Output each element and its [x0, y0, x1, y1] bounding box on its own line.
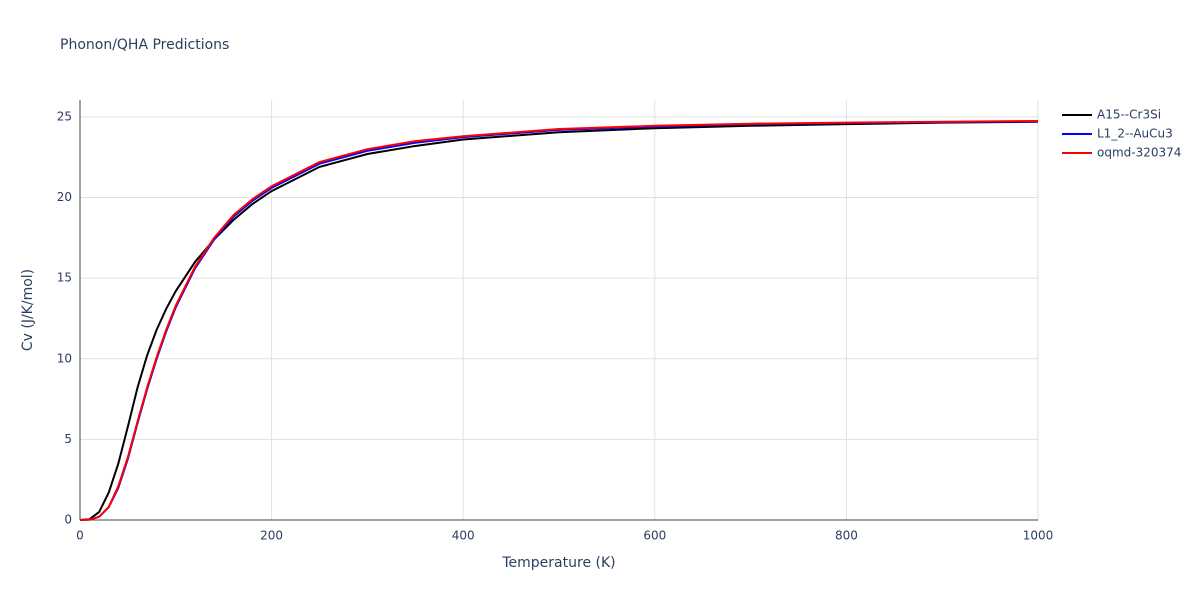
x-tick-label: 200: [260, 529, 283, 543]
x-tick-label: 0: [76, 529, 84, 543]
y-tick-label: 25: [57, 109, 72, 123]
x-tick-label: 600: [643, 529, 666, 543]
y-tick-label: 20: [57, 190, 72, 204]
legend-label: L1_2--AuCu3: [1097, 127, 1173, 141]
x-tick-label: 1000: [1023, 529, 1054, 543]
y-tick-label: 0: [64, 513, 72, 527]
series-line: [79, 119, 1039, 521]
chart-title: Phonon/QHA Predictions: [60, 37, 229, 53]
x-tick-label: 800: [835, 529, 858, 543]
y-tick-label: 10: [57, 351, 72, 365]
y-axis-label: Cv (J/K/mol): [20, 269, 36, 351]
x-axis-label: Temperature (K): [501, 555, 615, 571]
y-tick-label: 5: [64, 432, 72, 446]
legend-label: A15--Cr3Si: [1097, 108, 1161, 122]
x-tick-label: 400: [452, 529, 475, 543]
series-line: [79, 120, 1039, 521]
y-tick-label: 15: [57, 271, 72, 285]
series-line: [79, 120, 1039, 521]
legend-label: oqmd-320374: [1097, 146, 1181, 160]
